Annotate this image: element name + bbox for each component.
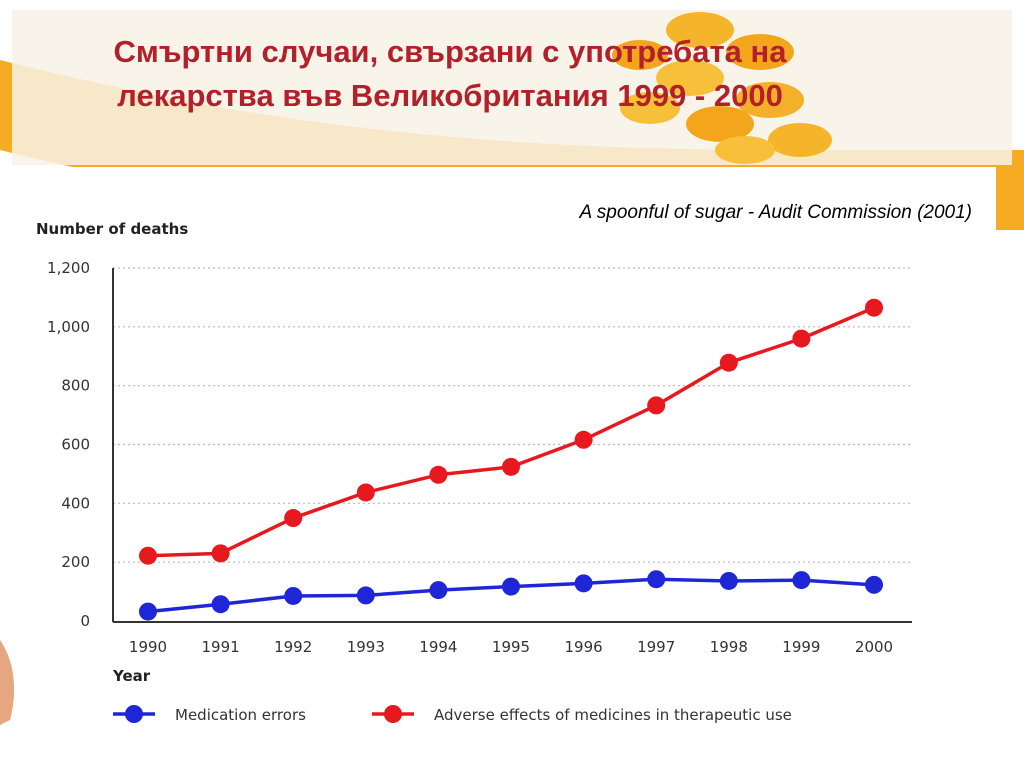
left-edge-decoration [0, 640, 15, 725]
chart-panel [22, 167, 996, 747]
x-tick-label: 1996 [565, 638, 603, 656]
y-tick-label: 400 [61, 494, 90, 512]
y-tick-label: 0 [80, 612, 90, 630]
series-medication-errors [139, 570, 883, 621]
data-point [356, 483, 375, 502]
grid-lines [113, 267, 912, 563]
legend-label: Medication errors [175, 706, 306, 724]
data-point [139, 602, 157, 621]
data-point [502, 457, 520, 476]
x-tick-label: 1994 [419, 638, 457, 656]
data-point [865, 575, 883, 594]
legend-item: Medication errors [113, 705, 306, 724]
x-axis-title: Year [112, 667, 151, 685]
y-tick-label: 200 [61, 553, 90, 571]
data-point [284, 509, 303, 528]
data-point [865, 298, 883, 317]
cream-top-band [12, 10, 1012, 165]
source-caption: A spoonful of sugar - Audit Commission (… [579, 202, 973, 223]
series-adverse-effects [139, 298, 883, 565]
x-tick-label: 2000 [855, 638, 893, 656]
data-point [574, 430, 593, 449]
data-point [647, 570, 666, 589]
x-tick-label: 1995 [492, 638, 530, 656]
data-point [719, 353, 738, 372]
y-tick-labels: 0 200 400 600 800 1,000 1,200 [47, 259, 90, 630]
pill-icon [612, 12, 832, 164]
x-tick-label: 1991 [202, 638, 240, 656]
slide-title: Смъртни случаи, свързани с употребата на… [113, 34, 787, 113]
x-tick-label: 1992 [274, 638, 312, 656]
y-tick-label: 1,200 [47, 259, 90, 277]
x-tick-labels: 1990 1991 1992 1993 1994 1995 1996 1997 1998 1999… [129, 638, 893, 656]
series-lines [139, 298, 883, 621]
legend-item: Adverse effects of medicines in therapeu… [372, 705, 792, 724]
x-tick-label: 1999 [782, 638, 820, 656]
data-point [139, 546, 157, 565]
data-point [356, 586, 375, 605]
y-tick-label: 800 [61, 377, 90, 395]
data-point [211, 595, 230, 614]
data-point [574, 574, 593, 593]
x-tick-label: 1998 [710, 638, 748, 656]
data-point [429, 581, 448, 600]
x-tick-label: 1993 [347, 638, 385, 656]
legend-marker [384, 705, 402, 723]
data-point [792, 571, 811, 590]
y-tick-label: 1,000 [47, 318, 90, 336]
x-tick-label: 1997 [637, 638, 675, 656]
data-point [211, 544, 230, 563]
data-point [284, 586, 303, 605]
data-point [719, 571, 738, 590]
legend-label: Adverse effects of medicines in therapeu… [434, 706, 792, 724]
legend-marker [125, 705, 143, 723]
y-axis-title: Number of deaths [36, 220, 188, 238]
series-line [147, 306, 875, 558]
x-tick-label: 1990 [129, 638, 167, 656]
y-tick-label: 600 [61, 436, 90, 454]
legend: Medication errors Adverse effects of medi… [113, 705, 792, 724]
data-point [792, 329, 811, 348]
data-point [429, 465, 448, 484]
data-point [647, 396, 666, 415]
data-point [502, 577, 520, 596]
